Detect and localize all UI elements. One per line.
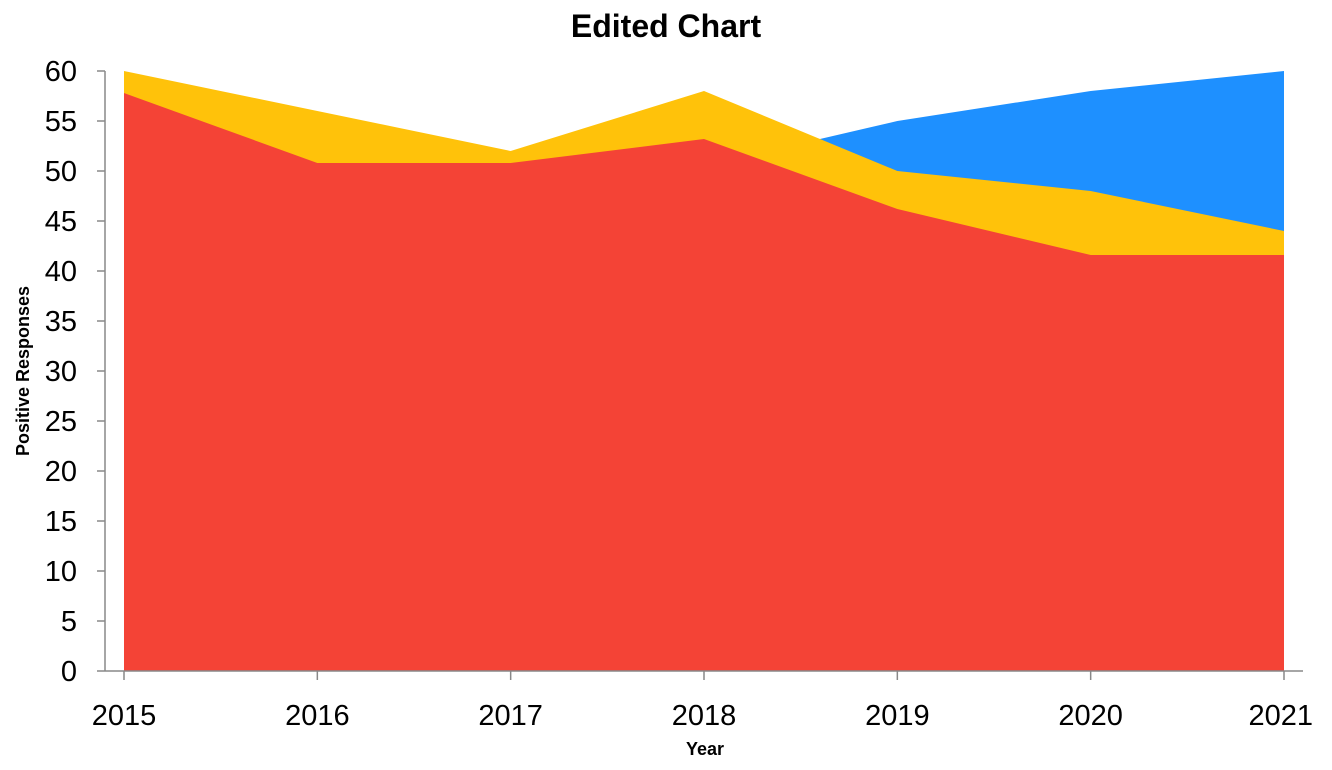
y-tick-label: 40 xyxy=(45,256,77,288)
y-tick-label: 50 xyxy=(45,156,77,188)
y-tick-label: 45 xyxy=(45,206,77,238)
y-axis: 0 5 10 15 20 25 30 35 40 45 50 55 60 xyxy=(45,56,106,688)
y-tick-label: 20 xyxy=(45,456,77,488)
x-axis: 2015 2016 2017 2018 2019 2020 2021 xyxy=(92,670,1313,732)
series-area-3 xyxy=(124,93,1284,671)
y-tick-label: 5 xyxy=(61,606,77,638)
x-tick-label: 2018 xyxy=(672,700,737,732)
y-tick-label: 0 xyxy=(61,656,77,688)
x-tick-label: 2020 xyxy=(1058,700,1123,732)
chart-title: Edited Chart xyxy=(571,8,762,44)
y-tick-label: 30 xyxy=(45,356,77,388)
y-tick-label: 35 xyxy=(45,306,77,338)
y-tick-label: 10 xyxy=(45,556,77,588)
x-axis-label: Year xyxy=(686,739,724,759)
y-tick-label: 15 xyxy=(45,506,77,538)
x-tick-label: 2017 xyxy=(478,700,543,732)
x-tick-label: 2016 xyxy=(285,700,350,732)
series-areas xyxy=(124,71,1284,671)
y-tick-label: 25 xyxy=(45,406,77,438)
x-tick-label: 2019 xyxy=(865,700,930,732)
x-tick-label: 2021 xyxy=(1248,700,1313,732)
y-tick-label: 60 xyxy=(45,56,77,88)
y-axis-label: Positive Responses xyxy=(13,286,33,456)
x-tick-label: 2015 xyxy=(92,700,157,732)
y-tick-label: 55 xyxy=(45,106,77,138)
